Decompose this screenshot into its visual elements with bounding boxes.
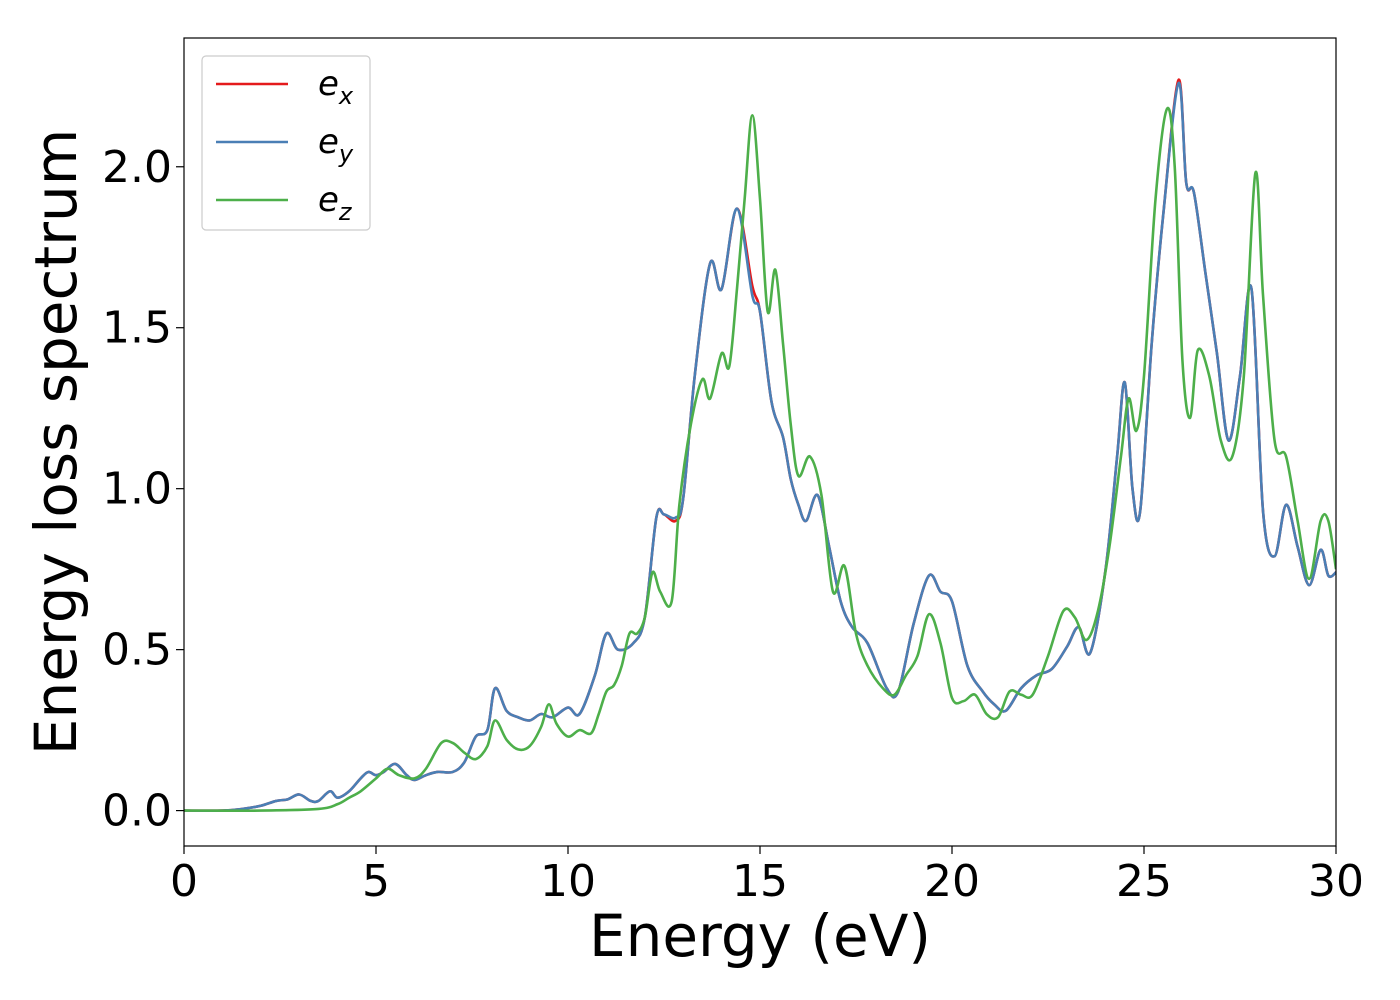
x-tick-label: 20 [924, 856, 980, 907]
x-tick-label: 0 [170, 856, 198, 907]
series-layer [184, 78, 1336, 813]
y-tick-label: 2.0 [102, 142, 172, 193]
x-axis-ticks: 0 5 10 15 20 25 30 [170, 846, 1364, 907]
y-tick-label: 0.5 [102, 625, 172, 676]
x-tick-label: 10 [540, 856, 596, 907]
series-line-y [184, 81, 1336, 813]
x-tick-label: 5 [362, 856, 390, 907]
series-line-z [184, 106, 1336, 813]
x-axis-label: Energy (eV) [589, 902, 931, 970]
y-tick-label: 1.0 [102, 464, 172, 515]
x-tick-label: 15 [732, 856, 788, 907]
y-axis-label: Energy loss spectrum [22, 129, 90, 755]
x-tick-label: 30 [1308, 856, 1364, 907]
y-tick-label: 0.0 [102, 786, 172, 837]
x-tick-label: 25 [1116, 856, 1172, 907]
y-tick-label: 1.5 [102, 303, 172, 354]
legend-label-z: ez [318, 180, 353, 226]
legend: ex ey ez [201, 55, 371, 231]
legend-label-y: ey [318, 122, 354, 168]
y-axis-ticks: 0.0 0.5 1.0 1.5 2.0 [102, 142, 184, 837]
legend-label-x: ex [318, 64, 354, 110]
